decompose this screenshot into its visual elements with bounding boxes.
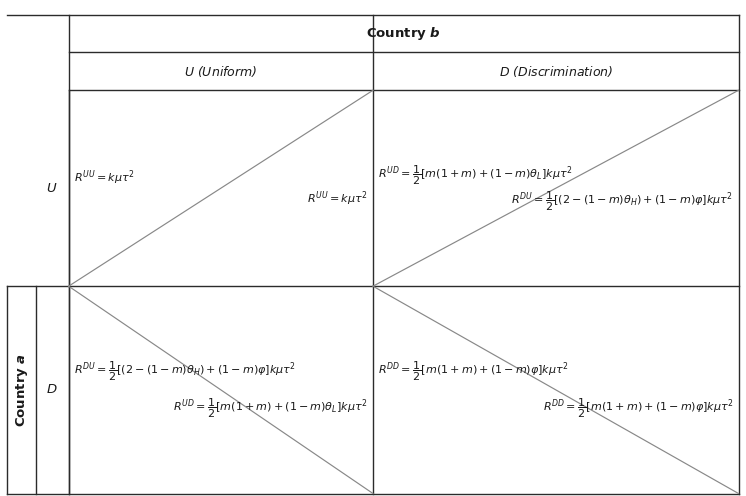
Text: $R^{DU} = \dfrac{1}{2}\left[\left(2-(1-m)\theta_H\right)+(1-m)\varphi\right]k\mu: $R^{DU} = \dfrac{1}{2}\left[\left(2-(1-m… xyxy=(511,189,733,213)
Text: $D$: $D$ xyxy=(46,383,58,396)
Text: $U$: $U$ xyxy=(46,182,58,195)
Text: $R^{DD} = \dfrac{1}{2}\left[m(1+m)+(1-m)\varphi\right]k\mu\tau^2$: $R^{DD} = \dfrac{1}{2}\left[m(1+m)+(1-m)… xyxy=(378,360,569,383)
Text: $R^{UU} = k\mu\tau^2$: $R^{UU} = k\mu\tau^2$ xyxy=(74,169,134,187)
Text: $U$ (Uniform): $U$ (Uniform) xyxy=(184,63,257,79)
Text: Country $\boldsymbol{a}$: Country $\boldsymbol{a}$ xyxy=(13,353,30,427)
Text: $R^{DU} = \dfrac{1}{2}\left[\left(2-(1-m)\theta_H\right)+(1-m)\varphi\right]k\mu: $R^{DU} = \dfrac{1}{2}\left[\left(2-(1-m… xyxy=(74,360,296,383)
Text: $R^{UU} = k\mu\tau^2$: $R^{UU} = k\mu\tau^2$ xyxy=(307,189,368,208)
Text: $R^{UD} = \dfrac{1}{2}\left[m(1+m)+(1-m)\theta_L\right]k\mu\tau^2$: $R^{UD} = \dfrac{1}{2}\left[m(1+m)+(1-m)… xyxy=(173,397,368,420)
Text: $R^{UD} = \dfrac{1}{2}\left[m(1+m)+(1-m)\theta_L\right]k\mu\tau^2$: $R^{UD} = \dfrac{1}{2}\left[m(1+m)+(1-m)… xyxy=(378,164,573,187)
Text: $R^{DD} = \dfrac{1}{2}\left[m(1+m)+(1-m)\varphi\right]k\mu\tau^2$: $R^{DD} = \dfrac{1}{2}\left[m(1+m)+(1-m)… xyxy=(542,397,733,420)
Text: Country $\boldsymbol{b}$: Country $\boldsymbol{b}$ xyxy=(366,25,441,42)
Text: $D$ (Discrimination): $D$ (Discrimination) xyxy=(498,63,613,79)
